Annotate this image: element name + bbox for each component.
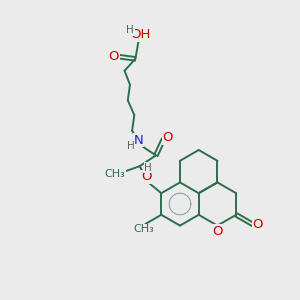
Text: H: H (144, 163, 152, 173)
Text: O: O (212, 225, 223, 238)
Text: O: O (109, 50, 119, 63)
Text: O: O (142, 170, 152, 184)
Text: CH₃: CH₃ (104, 169, 125, 179)
Text: H: H (127, 141, 135, 151)
Text: O: O (252, 218, 263, 231)
Text: H: H (126, 25, 134, 35)
Text: CH₃: CH₃ (134, 224, 154, 234)
Text: O: O (163, 131, 173, 144)
Text: N: N (133, 134, 143, 147)
Text: OH: OH (130, 28, 150, 41)
